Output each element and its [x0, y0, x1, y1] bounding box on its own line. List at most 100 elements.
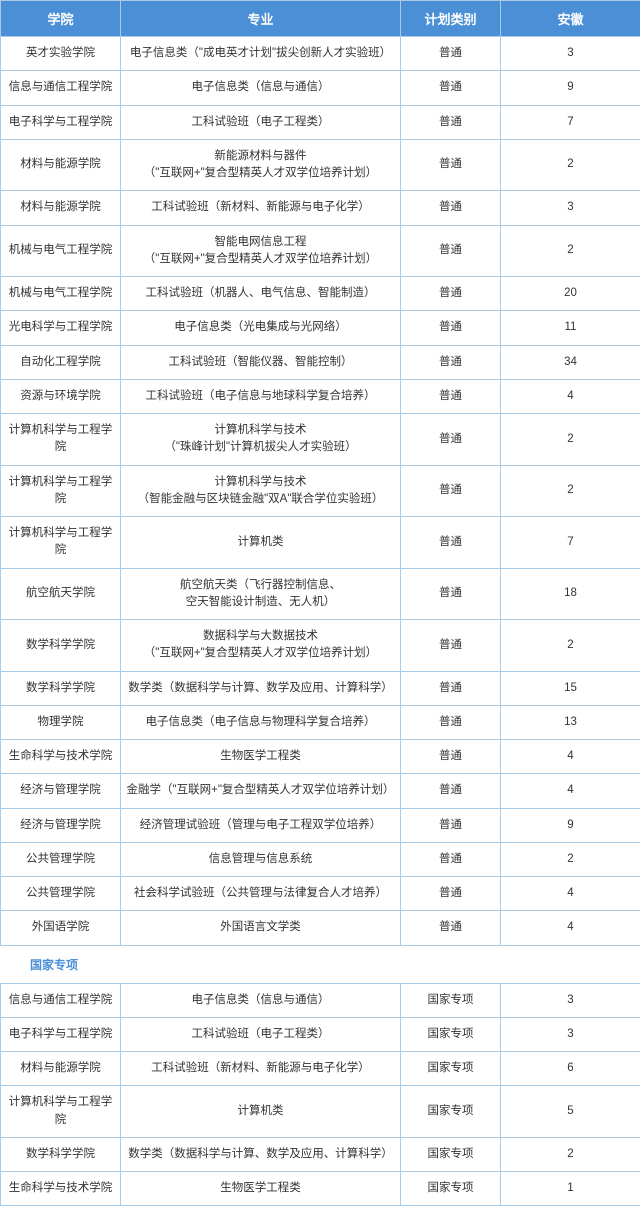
table-row: 资源与环境学院工科试验班（电子信息与地球科学复合培养）普通4: [1, 379, 640, 413]
table-cell: 7: [501, 517, 640, 569]
table-cell: 9: [501, 808, 640, 842]
table-row: 物理学院电子信息类（电子信息与物理科学复合培养）普通13: [1, 705, 640, 739]
table-cell: 15: [501, 671, 640, 705]
table-row: 公共管理学院信息管理与信息系统普通2: [1, 842, 640, 876]
table-cell: 材料与能源学院: [1, 191, 121, 225]
table-row: 机械与电气工程学院工科试验班（机器人、电气信息、智能制造）普通20: [1, 277, 640, 311]
table-cell: 生物医学工程类: [121, 1172, 401, 1206]
table-cell: 国家专项: [401, 1137, 501, 1171]
table-cell: 电子信息类（信息与通信）: [121, 983, 401, 1017]
table-cell: 计算机类: [121, 1086, 401, 1138]
table-cell: 国家专项: [401, 1086, 501, 1138]
table-row: 外国语学院外国语言文学类普通4: [1, 911, 640, 945]
table-cell: 计算机科学与技术（智能金融与区块链金融"双A"联合学位实验班）: [121, 465, 401, 517]
table-cell: 4: [501, 379, 640, 413]
table-cell: 材料与能源学院: [1, 139, 121, 191]
table-cell: 电子信息类（"成电英才计划"拔尖创新人才实验班）: [121, 37, 401, 71]
table-cell: 普通: [401, 37, 501, 71]
col-anhui: 安徽: [501, 1, 640, 37]
table-cell: 电子科学与工程学院: [1, 105, 121, 139]
table-cell: 机械与电气工程学院: [1, 225, 121, 277]
table-cell: 2: [501, 465, 640, 517]
table-row: 电子科学与工程学院工科试验班（电子工程类）国家专项3: [1, 1017, 640, 1051]
admissions-table-container: 学院 专业 计划类别 安徽 英才实验学院电子信息类（"成电英才计划"拔尖创新人才…: [0, 0, 640, 1206]
table-body-section2: 信息与通信工程学院电子信息类（信息与通信）国家专项3电子科学与工程学院工科试验班…: [1, 983, 640, 1206]
table-cell: 电子信息类（光电集成与光网络）: [121, 311, 401, 345]
table-cell: 计算机类: [121, 517, 401, 569]
table-cell: 普通: [401, 105, 501, 139]
table-cell: 信息与通信工程学院: [1, 71, 121, 105]
table-row: 机械与电气工程学院智能电网信息工程（"互联网+"复合型精英人才双学位培养计划）普…: [1, 225, 640, 277]
table-cell: 自动化工程学院: [1, 345, 121, 379]
table-cell: 计算机科学与工程学院: [1, 465, 121, 517]
table-cell: 1: [501, 1172, 640, 1206]
table-cell: 3: [501, 37, 640, 71]
table-cell: 工科试验班（电子信息与地球科学复合培养）: [121, 379, 401, 413]
table-cell: 普通: [401, 517, 501, 569]
table-cell: 数学科学学院: [1, 1137, 121, 1171]
table-cell: 信息与通信工程学院: [1, 983, 121, 1017]
table-row: 经济与管理学院经济管理试验班（管理与电子工程双学位培养）普通9: [1, 808, 640, 842]
table-cell: 工科试验班（电子工程类）: [121, 1017, 401, 1051]
table-cell: 34: [501, 345, 640, 379]
section-label-national-special: 国家专项: [0, 946, 640, 983]
table-cell: 国家专项: [401, 983, 501, 1017]
table-cell: 普通: [401, 568, 501, 620]
table-cell: 航空航天类（飞行器控制信息、空天智能设计制造、无人机）: [121, 568, 401, 620]
table-cell: 工科试验班（新材料、新能源与电子化学）: [121, 191, 401, 225]
table-row: 经济与管理学院金融学（"互联网+"复合型精英人才双学位培养计划）普通4: [1, 774, 640, 808]
table-row: 生命科学与技术学院生物医学工程类普通4: [1, 740, 640, 774]
table-cell: 航空航天学院: [1, 568, 121, 620]
table-cell: 普通: [401, 277, 501, 311]
table-cell: 2: [501, 139, 640, 191]
table-cell: 3: [501, 983, 640, 1017]
table-row: 信息与通信工程学院电子信息类（信息与通信）普通9: [1, 71, 640, 105]
table-cell: 外国语言文学类: [121, 911, 401, 945]
col-category: 计划类别: [401, 1, 501, 37]
table-cell: 数学类（数据科学与计算、数学及应用、计算科学）: [121, 1137, 401, 1171]
table-cell: 2: [501, 842, 640, 876]
table-cell: 普通: [401, 740, 501, 774]
table-cell: 普通: [401, 671, 501, 705]
table-cell: 普通: [401, 225, 501, 277]
table-cell: 电子信息类（电子信息与物理科学复合培养）: [121, 705, 401, 739]
table-cell: 普通: [401, 139, 501, 191]
table-cell: 普通: [401, 465, 501, 517]
table-cell: 3: [501, 191, 640, 225]
table-cell: 普通: [401, 191, 501, 225]
table-row: 数学科学学院数学类（数据科学与计算、数学及应用、计算科学）普通15: [1, 671, 640, 705]
table-cell: 2: [501, 414, 640, 466]
table-cell: 信息管理与信息系统: [121, 842, 401, 876]
table-cell: 经济与管理学院: [1, 774, 121, 808]
table-cell: 数学科学学院: [1, 620, 121, 672]
table-cell: 英才实验学院: [1, 37, 121, 71]
table-cell: 电子信息类（信息与通信）: [121, 71, 401, 105]
table-cell: 普通: [401, 808, 501, 842]
table-cell: 数据科学与大数据技术（"互联网+"复合型精英人才双学位培养计划）: [121, 620, 401, 672]
table-cell: 普通: [401, 842, 501, 876]
table-cell: 计算机科学与工程学院: [1, 517, 121, 569]
table-cell: 4: [501, 877, 640, 911]
table-cell: 13: [501, 705, 640, 739]
table-cell: 20: [501, 277, 640, 311]
table-cell: 工科试验班（电子工程类）: [121, 105, 401, 139]
table-row: 材料与能源学院工科试验班（新材料、新能源与电子化学）国家专项6: [1, 1052, 640, 1086]
table-cell: 4: [501, 911, 640, 945]
table-cell: 普通: [401, 379, 501, 413]
table-row: 英才实验学院电子信息类（"成电英才计划"拔尖创新人才实验班）普通3: [1, 37, 640, 71]
table-row: 材料与能源学院新能源材料与器件（"互联网+"复合型精英人才双学位培养计划）普通2: [1, 139, 640, 191]
table-cell: 11: [501, 311, 640, 345]
table-cell: 普通: [401, 705, 501, 739]
table-row: 计算机科学与工程学院计算机科学与技术（智能金融与区块链金融"双A"联合学位实验班…: [1, 465, 640, 517]
table-cell: 经济与管理学院: [1, 808, 121, 842]
admissions-table: 学院 专业 计划类别 安徽 英才实验学院电子信息类（"成电英才计划"拔尖创新人才…: [0, 0, 640, 946]
table-cell: 工科试验班（智能仪器、智能控制）: [121, 345, 401, 379]
table-row: 计算机科学与工程学院计算机类国家专项5: [1, 1086, 640, 1138]
table-cell: 18: [501, 568, 640, 620]
table-cell: 计算机科学与技术（"珠峰计划"计算机拔尖人才实验班）: [121, 414, 401, 466]
table-row: 计算机科学与工程学院计算机类普通7: [1, 517, 640, 569]
col-major: 专业: [121, 1, 401, 37]
table-cell: 经济管理试验班（管理与电子工程双学位培养）: [121, 808, 401, 842]
table-cell: 金融学（"互联网+"复合型精英人才双学位培养计划）: [121, 774, 401, 808]
table-row: 自动化工程学院工科试验班（智能仪器、智能控制）普通34: [1, 345, 640, 379]
